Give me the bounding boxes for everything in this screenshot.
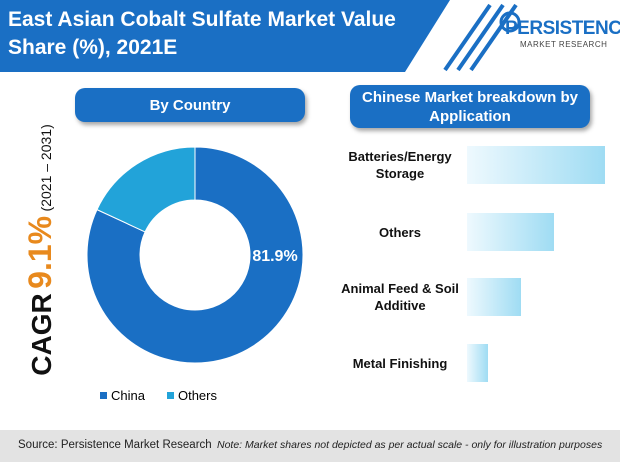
cagr-label: CAGR: [26, 293, 57, 376]
value-label: 81.9%: [252, 248, 297, 265]
note: Note: Market shares not depicted as per …: [217, 439, 603, 451]
bar: [467, 213, 554, 251]
bar-title: Chinese Market breakdown by Application: [350, 85, 590, 128]
category-label: Animal Feed & Soil Additive: [341, 281, 459, 313]
donut-slice: [96, 146, 196, 233]
legend-swatch: [166, 392, 174, 399]
cagr: CAGR 9.1% (2021 – 2031): [22, 90, 58, 410]
title: East Asian Cobalt Sulfate Market Value S…: [8, 8, 396, 59]
legend: China Others: [100, 388, 217, 403]
legend-item: Others: [166, 388, 217, 403]
legend-label: China: [111, 388, 145, 403]
legend-item: China: [100, 388, 145, 403]
legend-swatch: [100, 392, 107, 399]
donut-title: By Country: [75, 88, 305, 122]
logo-tagline: MARKET RESEARCH: [520, 40, 608, 49]
category-label: Others: [379, 224, 421, 240]
footer: Source: Persistence Market Research Note…: [0, 430, 620, 462]
bar: [467, 344, 488, 382]
bar: [467, 146, 605, 184]
donut-chart: 81.9%: [86, 146, 304, 364]
bar-chart: Batteries/Energy Storage Others Animal Fee…: [330, 140, 620, 390]
donut-slice: [86, 146, 304, 364]
legend-label: Others: [177, 388, 217, 403]
category-label: Batteries/Energy Storage: [348, 149, 452, 181]
header-decor: [0, 0, 521, 72]
cagr-value: 9.1%: [22, 215, 58, 289]
cagr-period: (2021 – 2031): [38, 124, 54, 212]
source: Source: Persistence Market Research: [18, 439, 212, 451]
logo-name: PERSISTENCE: [505, 18, 620, 39]
bar: [467, 278, 521, 316]
category-label: Metal Finishing: [352, 355, 448, 371]
